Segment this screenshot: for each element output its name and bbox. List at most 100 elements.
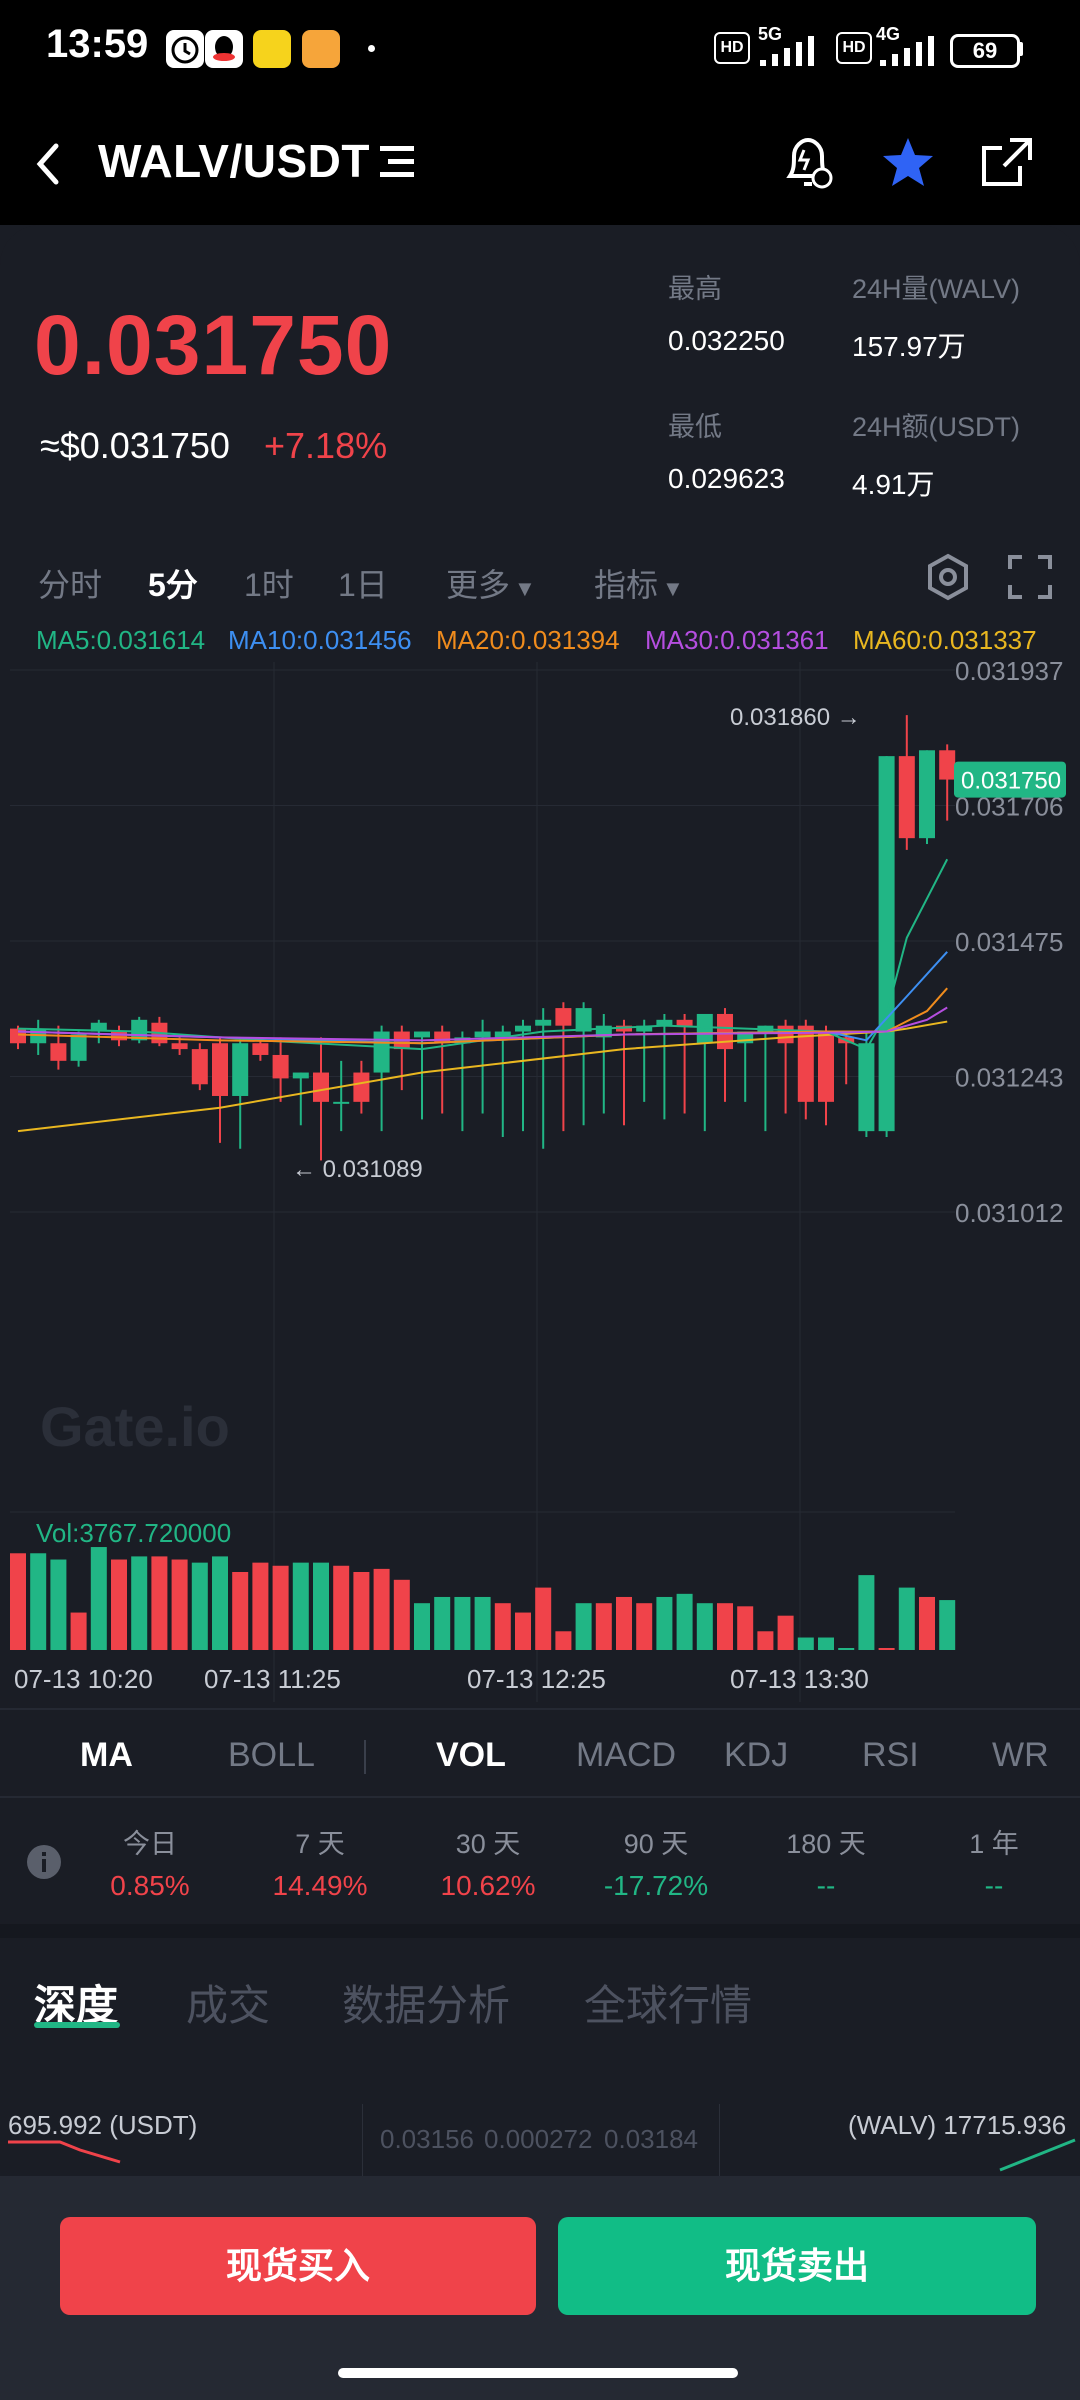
battery-icon: 69 — [950, 34, 1020, 68]
volume-bar — [30, 1553, 47, 1650]
tab-wr[interactable]: WR — [992, 1736, 1049, 1774]
perf-value: 14.49% — [272, 1870, 368, 1901]
volume-bar — [575, 1603, 592, 1650]
tab-indicators[interactable]: 指标 ▼ — [594, 560, 684, 606]
volume-bar — [676, 1593, 693, 1650]
high-value: 0.032250 — [668, 325, 785, 356]
volume-bar — [292, 1562, 309, 1650]
market-panel: 0.031750 ≈$0.031750 +7.18% 最高 0.032250 2… — [0, 225, 1080, 2400]
candle-body — [111, 1031, 127, 1041]
ma30-line — [17, 1006, 948, 1042]
volume-bar — [696, 1603, 713, 1650]
candle-body — [676, 1019, 693, 1026]
qq-icon — [205, 30, 243, 68]
tab-depth[interactable]: 深度 — [34, 1982, 119, 2029]
y-tick-label: 0.031012 — [955, 1198, 1063, 1228]
candle-body — [858, 1043, 875, 1132]
info-icon[interactable] — [26, 1844, 62, 1880]
volume-bar — [939, 1600, 956, 1650]
tab-rsi[interactable]: RSI — [862, 1736, 919, 1774]
candle-body — [878, 756, 895, 1132]
chart-grid — [10, 662, 955, 1702]
list-icon[interactable] — [380, 144, 418, 180]
volume-label: 24H量(WALV) — [852, 274, 1021, 304]
candle-body — [212, 1043, 228, 1096]
volume-bar — [919, 1596, 935, 1650]
tab-1day[interactable]: 1日 — [338, 567, 388, 603]
tab-timeline[interactable]: 分时 — [38, 567, 103, 603]
volume-bar — [70, 1612, 87, 1650]
candle-body — [797, 1025, 814, 1102]
pair-title[interactable]: WALV/USDT — [98, 135, 370, 187]
candle-body — [474, 1031, 491, 1038]
app-notification-icon — [253, 30, 291, 68]
tab-kdj[interactable]: KDJ — [724, 1736, 789, 1774]
status-bar: 13:59 HD 5G HD 4G 69 — [0, 0, 1080, 100]
caret-down-icon: ▼ — [514, 576, 536, 601]
last-price-tag — [954, 761, 1066, 798]
candle-body — [595, 1025, 612, 1038]
volume-bar — [333, 1565, 350, 1650]
tab-global-market[interactable]: 全球行情 — [584, 1982, 753, 2029]
perf-label: 1 年 — [969, 1829, 1019, 1859]
volume-bar — [616, 1596, 632, 1650]
volume-bar — [10, 1553, 26, 1650]
tab-more-label: 更多 — [446, 567, 511, 603]
volume-bars: Vol:3767.720000 — [10, 1518, 956, 1650]
caret-down-icon: ▼ — [662, 576, 684, 601]
spot-buy-button[interactable]: 现货买入 — [60, 2217, 536, 2315]
network-type: 5G — [758, 24, 783, 44]
price-alert-icon[interactable] — [782, 136, 834, 192]
candle-body — [494, 1031, 511, 1038]
candle-body — [434, 1031, 451, 1044]
spot-sell-button[interactable]: 现货卖出 — [558, 2217, 1036, 2315]
fullscreen-icon[interactable] — [1008, 555, 1052, 599]
tab-boll[interactable]: BOLL — [228, 1736, 315, 1774]
volume-bar — [353, 1572, 370, 1650]
chevron-left-icon[interactable] — [32, 142, 62, 186]
network-type-2: 4G — [876, 24, 901, 44]
candle-body — [414, 1031, 430, 1038]
perf-label: 7 天 — [295, 1829, 345, 1859]
perf-value: -- — [816, 1870, 836, 1901]
candle-body — [313, 1072, 329, 1102]
chart-settings-icon[interactable] — [924, 553, 972, 601]
candle-body — [777, 1025, 794, 1044]
candle-body — [636, 1025, 653, 1032]
max-price-label: 0.031860 → — [730, 704, 861, 731]
depth-center-box — [362, 2104, 720, 2176]
tab-more[interactable]: 更多 ▼ — [446, 560, 536, 606]
volume-bar — [434, 1596, 451, 1650]
volume-bar — [171, 1559, 188, 1650]
depth-price-high: 0.03184 — [604, 2124, 698, 2154]
depth-right-total: (WALV) 17715.936 — [848, 2110, 1067, 2140]
volume-bar — [494, 1603, 511, 1650]
tab-data-analysis[interactable]: 数据分析 — [342, 1982, 511, 2029]
volume-bar — [313, 1562, 329, 1650]
status-time: 13:59 — [46, 22, 149, 66]
share-icon[interactable] — [980, 136, 1036, 188]
tab-vol[interactable]: VOL — [436, 1736, 506, 1774]
candle-body — [454, 1037, 471, 1044]
tab-1hour[interactable]: 1时 — [244, 567, 294, 603]
candle-body — [535, 1019, 552, 1026]
app-notification-icon-2 — [302, 30, 340, 68]
candlestick-chart[interactable]: 0.0319370.0317060.0314750.0312430.031012… — [0, 662, 1080, 1702]
ma10-value: MA10:0.031456 — [228, 625, 412, 655]
candle-body — [939, 750, 956, 780]
volume-bar — [555, 1631, 572, 1650]
candle-body — [90, 1022, 107, 1032]
hd-icon: HD — [714, 32, 750, 64]
star-icon[interactable] — [880, 136, 936, 190]
ma30-value: MA30:0.031361 — [645, 625, 829, 655]
perf-value: -17.72% — [603, 1870, 709, 1901]
tab-trades[interactable]: 成交 — [186, 1982, 271, 2029]
volume-label: Vol:3767.720000 — [36, 1518, 231, 1548]
tab-ma[interactable]: MA — [80, 1736, 133, 1774]
volume-bar — [737, 1606, 754, 1650]
tab-macd[interactable]: MACD — [576, 1736, 677, 1774]
tab-5min[interactable]: 5分 — [148, 567, 198, 603]
volume-bar — [252, 1562, 269, 1650]
candle-body — [70, 1034, 87, 1061]
